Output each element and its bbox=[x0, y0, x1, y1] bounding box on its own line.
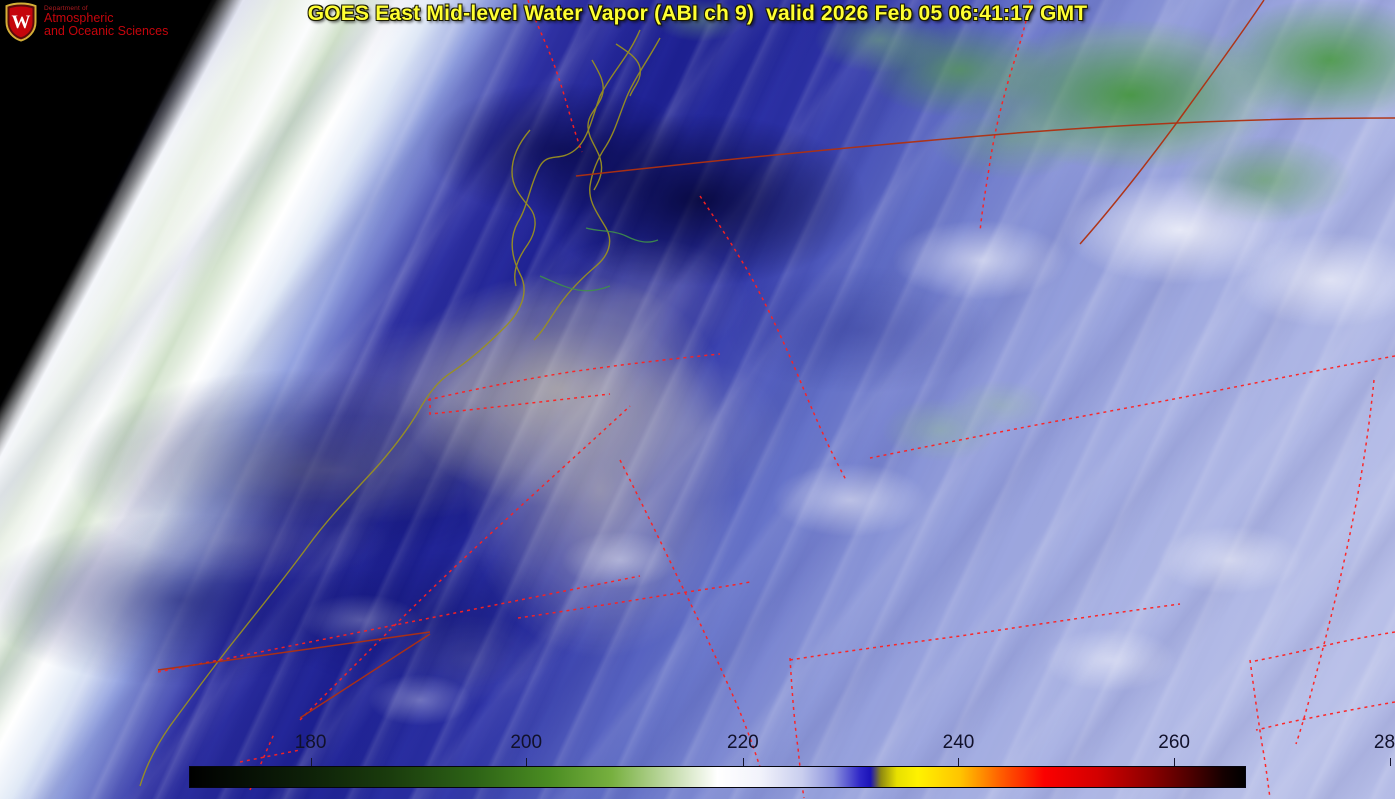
colorbar: 180200220240260280300320 bbox=[189, 732, 1395, 788]
border-right-2 bbox=[1295, 379, 1375, 745]
logo-text-block: Department of Atmospheric and Oceanic Sc… bbox=[44, 4, 169, 39]
coastline-green-seg bbox=[585, 227, 659, 243]
logo-name-line-2: and Oceanic Sciences bbox=[44, 24, 169, 39]
uw-crest-icon: W bbox=[5, 2, 37, 42]
colorbar-tick-mark bbox=[526, 758, 528, 766]
colorbar-tick-label: 200 bbox=[510, 732, 543, 753]
colorbar-ticks bbox=[189, 758, 1391, 766]
border-mid-1 bbox=[699, 195, 847, 481]
political-border-group bbox=[157, 0, 1395, 799]
border-right-1 bbox=[869, 355, 1395, 459]
colorbar-tick-label: 260 bbox=[1158, 732, 1190, 753]
border-right-3 bbox=[1249, 631, 1395, 663]
crest-letter: W bbox=[12, 12, 31, 33]
border-bottom-5 bbox=[239, 749, 301, 763]
coastline-green-accent bbox=[539, 227, 659, 292]
colorbar-tick-mark bbox=[958, 758, 960, 766]
logo-department-line: Department of bbox=[44, 4, 88, 12]
coastline-island-arc bbox=[511, 129, 536, 287]
colorbar-tick-label: 240 bbox=[942, 732, 975, 753]
border-bottom-1 bbox=[789, 603, 1181, 661]
border-right-5 bbox=[1255, 701, 1395, 731]
colorbar-tick-mark bbox=[1174, 758, 1176, 766]
colorbar-tick-label: 220 bbox=[727, 732, 759, 753]
border-right-4 bbox=[1249, 659, 1271, 799]
border-solid-latitude bbox=[575, 117, 1395, 177]
coastline-group bbox=[139, 29, 661, 787]
coastline-inlet bbox=[615, 43, 642, 97]
coastline-green-seg2 bbox=[539, 275, 611, 292]
coastline-andes bbox=[139, 29, 641, 787]
border-mid-3 bbox=[429, 393, 611, 415]
border-bottom-4 bbox=[517, 581, 751, 619]
border-left-1 bbox=[157, 575, 641, 673]
border-solid-left2 bbox=[299, 633, 431, 719]
colorbar-tick-mark bbox=[1389, 758, 1391, 766]
coastline-patagonia-east bbox=[533, 37, 661, 341]
political-border-solid-group bbox=[157, 0, 1395, 719]
colorbar-tick-mark bbox=[742, 758, 744, 766]
colorbar-bar bbox=[189, 766, 1246, 788]
border-north-1 bbox=[527, 0, 583, 153]
colorbar-tick-label: 280 bbox=[1373, 732, 1395, 753]
border-solid-diagonal bbox=[1079, 0, 1265, 245]
border-bottom-3 bbox=[619, 459, 767, 787]
border-mid-2 bbox=[427, 353, 721, 401]
colorbar-tick-label: 180 bbox=[294, 732, 327, 753]
border-left-2 bbox=[299, 405, 631, 721]
coastline-fjords bbox=[587, 59, 604, 191]
logo-name-line-1: Atmospheric bbox=[44, 11, 114, 26]
colorbar-labels: 180200220240260280300320 bbox=[189, 732, 1395, 758]
uw-aos-logo: W Department of Atmospheric and Oceanic … bbox=[4, 2, 168, 42]
border-solid-left bbox=[157, 631, 431, 671]
border-north-2 bbox=[979, 0, 1031, 233]
colorbar-gradient bbox=[190, 767, 1245, 787]
colorbar-tick-mark bbox=[310, 758, 312, 766]
